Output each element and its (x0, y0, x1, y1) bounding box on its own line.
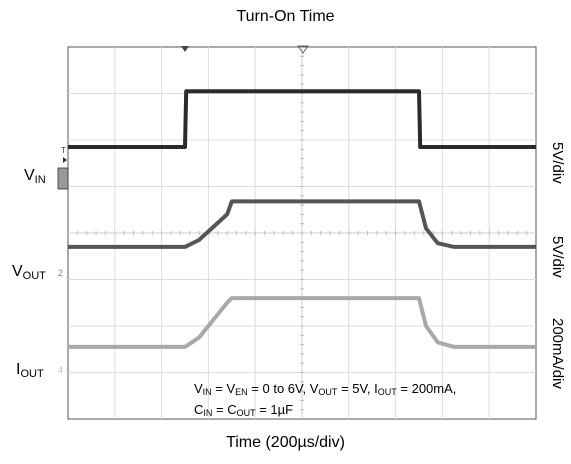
channel-2-marker: 2 (58, 268, 63, 278)
trigger-level-marker: T (61, 146, 66, 155)
traces (68, 89, 536, 349)
x-axis-label: Time (200µs/div) (226, 434, 345, 451)
trigger-markers (181, 45, 309, 54)
channel-markers: T 2 4 (57, 146, 69, 375)
scale-label-vin: 5V/div (549, 142, 566, 184)
scale-label-iout: 200mA/div (549, 318, 566, 389)
series-line-i-out (68, 296, 536, 349)
trigger-position-marker (181, 46, 189, 52)
test-conditions: VIN = VEN = 0 to 6V, VOUT = 5V, IOUT = 2… (194, 380, 456, 422)
series-label-vin: VIN (24, 167, 46, 187)
series-line-v-out (68, 199, 536, 249)
chart-title: Turn-On Time (236, 8, 335, 25)
conditions-line-2: CIN = COUT = 1µF (194, 402, 294, 418)
trigger-level-arrow (63, 157, 67, 163)
channel-4-marker: 4 (58, 365, 63, 375)
series-line-v-in (68, 89, 536, 149)
center-marker (297, 45, 309, 54)
series-label-vout: VOUT (12, 263, 46, 283)
conditions-line-1: VIN = VEN = 0 to 6V, VOUT = 5V, IOUT = 2… (194, 381, 457, 397)
scale-label-vout: 5V/div (549, 236, 566, 278)
channel-1-marker (57, 167, 69, 190)
grid (68, 47, 536, 419)
series-label-iout: IOUT (16, 361, 44, 381)
